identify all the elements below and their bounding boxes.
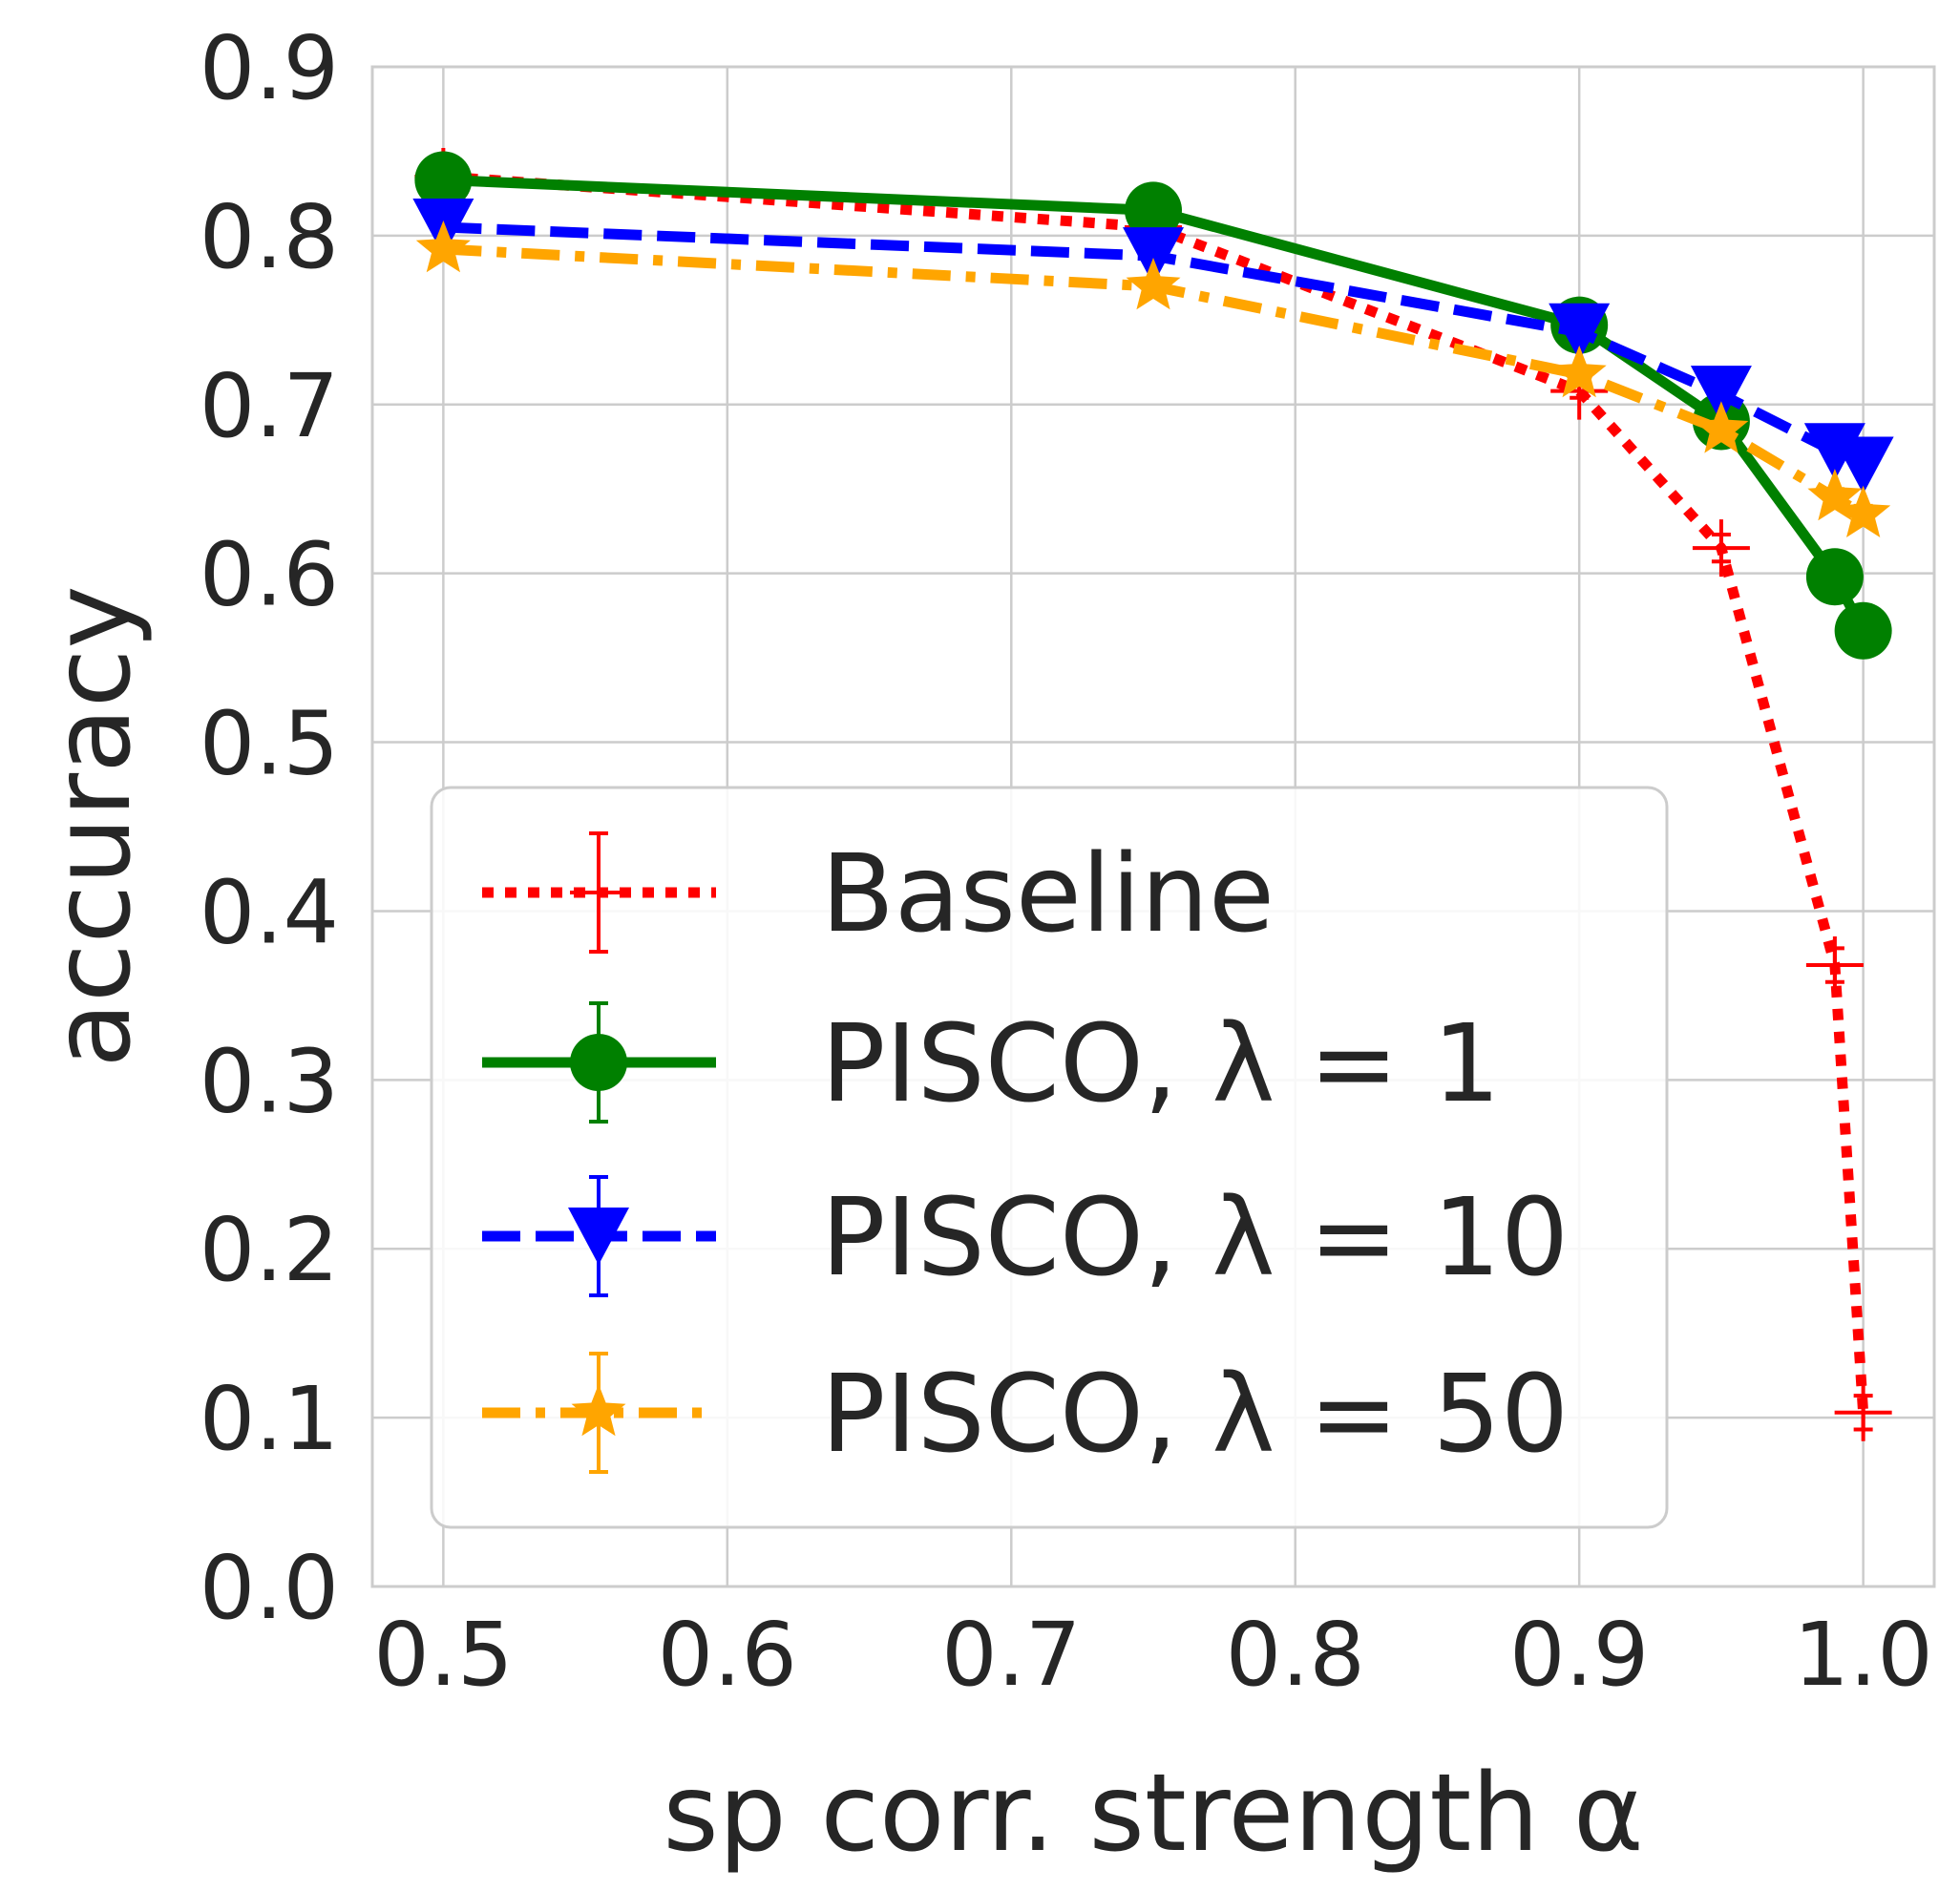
data-point [1832, 436, 1894, 494]
legend-entry: PISCO, λ = 10 [482, 1175, 1569, 1300]
data-point [1805, 548, 1864, 606]
data-point [1551, 345, 1607, 398]
data-point [415, 221, 471, 273]
x-tick-label: 1.0 [1793, 1604, 1932, 1706]
data-point [1807, 469, 1863, 521]
x-tick-label: 0.9 [1509, 1604, 1649, 1706]
data-point [568, 1208, 629, 1265]
data-point [1694, 401, 1749, 453]
legend-entry: PISCO, λ = 50 [482, 1352, 1569, 1477]
data-point [1690, 366, 1752, 424]
data-point [571, 1384, 626, 1437]
x-tick-label: 0.7 [941, 1604, 1081, 1706]
legend-label: Baseline [821, 832, 1275, 956]
series [412, 199, 1894, 494]
x-tick-label: 0.6 [658, 1604, 797, 1706]
legend-entries: Baseline PISCO, λ = 1 PISCO, λ = 10 PISCO, … [482, 831, 1569, 1477]
y-tick-label: 0.2 [200, 1199, 339, 1301]
data-point [1692, 519, 1750, 578]
data-point [570, 1034, 627, 1091]
legend-frame [430, 786, 1669, 1529]
series-line [443, 221, 1865, 471]
legend-label: PISCO, λ = 1 [821, 1002, 1501, 1126]
y-tick-label: 0.0 [200, 1537, 339, 1639]
y-tick-label: 0.6 [200, 524, 339, 626]
data-point [1123, 227, 1184, 285]
plot-frame [370, 65, 1936, 1588]
legend-entry: Baseline [482, 831, 1275, 956]
data-point [1805, 936, 1864, 995]
y-tick-label: 0.1 [200, 1368, 339, 1470]
data-point [1836, 485, 1891, 537]
y-tick-label: 0.3 [200, 1030, 339, 1132]
legend: Baseline PISCO, λ = 1 PISCO, λ = 10 PISCO, … [430, 786, 1669, 1529]
data-point [414, 151, 473, 209]
data-point [1125, 181, 1182, 240]
series-layer [412, 147, 1894, 1441]
y-tick-label: 0.8 [200, 186, 339, 288]
x-tick-label: 0.5 [373, 1604, 513, 1706]
y-tick-labels: 0.0 0.1 0.2 0.3 0.4 0.5 0.6 0.7 0.8 0.9 [200, 17, 339, 1639]
legend-label: PISCO, λ = 50 [821, 1353, 1569, 1477]
series-line [443, 171, 1869, 1414]
data-point [1834, 601, 1892, 660]
x-axis-label: sp corr. strength α [663, 1752, 1643, 1876]
y-tick-label: 0.9 [200, 17, 339, 119]
data-point [1126, 258, 1181, 310]
y-tick-label: 0.7 [200, 355, 339, 457]
y-tick-label: 0.5 [200, 693, 339, 795]
data-point [570, 864, 627, 921]
x-tick-label: 0.8 [1226, 1604, 1365, 1706]
legend-entry: PISCO, λ = 1 [482, 1001, 1501, 1126]
y-axis-label: accuracy [31, 585, 155, 1067]
series [415, 221, 1891, 537]
y-tick-label: 0.4 [200, 861, 339, 963]
x-tick-labels: 0.5 0.6 0.7 0.8 0.9 1.0 [373, 1604, 1933, 1706]
data-point [1834, 1383, 1892, 1441]
data-point [1549, 303, 1611, 361]
legend-label: PISCO, λ = 10 [821, 1176, 1569, 1300]
